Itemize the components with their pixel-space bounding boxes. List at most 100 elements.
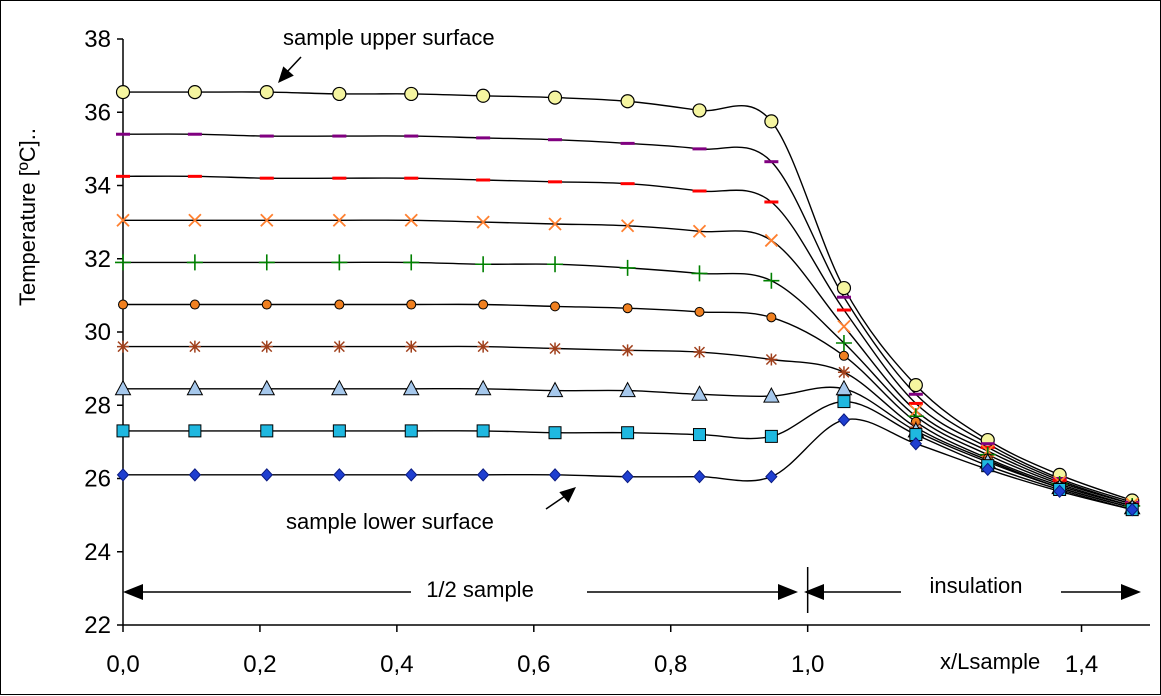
data-point-circle	[620, 94, 635, 109]
data-point-dot	[622, 303, 633, 314]
data-point-square	[404, 424, 418, 438]
data-point-diamond	[765, 469, 778, 484]
data-point-triangle	[691, 385, 708, 401]
data-point-diamond	[260, 468, 273, 482]
data-point-triangle	[186, 379, 204, 396]
data-point-diamond	[333, 468, 346, 482]
annotations	[123, 56, 1141, 613]
lower-surface-arrow-head	[559, 487, 576, 503]
data-point-square	[116, 424, 130, 438]
data-point-plus	[691, 265, 708, 282]
data-point-square	[260, 424, 274, 438]
data-point-star	[405, 340, 418, 353]
data-point-plus	[331, 254, 348, 271]
data-point-square	[621, 426, 635, 440]
data-point-diamond	[116, 468, 130, 482]
data-point-x	[476, 215, 490, 229]
upper-surface-arrow-shaft	[285, 56, 302, 74]
x-tick-label: 0,0	[106, 651, 139, 678]
data-point-star	[621, 344, 634, 357]
data-point-diamond	[476, 468, 490, 482]
data-point-circle	[836, 280, 852, 296]
data-point-star	[477, 340, 490, 353]
lower-surface-arrow-shaft	[545, 495, 566, 510]
data-point-diamond	[621, 469, 634, 484]
data-point-plus	[619, 259, 636, 276]
data-point-plus	[835, 334, 852, 351]
data-point-triangle	[114, 379, 132, 396]
y-tick-label: 26	[84, 466, 111, 493]
data-point-diamond	[837, 413, 851, 427]
data-point-circle	[332, 86, 347, 102]
annotation-lower-surface: sample lower surface	[286, 509, 494, 534]
data-point-x	[692, 224, 707, 238]
x-tick-label: 0,6	[517, 651, 550, 678]
data-point-dot	[406, 299, 417, 310]
data-point-triangle	[763, 387, 780, 403]
insulation-arrow-left	[804, 584, 824, 600]
data-point-dot	[261, 299, 272, 310]
data-point-x	[837, 319, 851, 334]
data-point-dot	[478, 299, 489, 310]
y-tick-label: 24	[84, 539, 111, 566]
upper-surface-arrow-head	[278, 66, 294, 83]
annotation-half-sample: 1/2 sample	[426, 577, 534, 602]
data-point-diamond	[981, 462, 994, 477]
data-point-x	[116, 213, 130, 227]
data-point-dot	[766, 312, 777, 323]
series-line-4	[123, 219, 1133, 505]
data-point-dot	[550, 301, 561, 312]
data-point-square	[188, 424, 202, 438]
data-point-star	[333, 340, 346, 353]
data-point-circle	[259, 85, 274, 100]
data-point-circle	[547, 90, 563, 105]
data-point-circle	[908, 378, 923, 393]
y-tick-label: 36	[84, 99, 111, 126]
series-line-3	[122, 175, 1133, 505]
data-point-star	[117, 340, 129, 353]
y-tick-label: 28	[84, 392, 111, 419]
data-point-triangle	[546, 381, 564, 398]
data-point-circle	[115, 85, 131, 100]
data-point-square	[548, 426, 562, 440]
x-tick-label: 1,0	[791, 651, 824, 678]
data-point-circle	[476, 88, 491, 103]
data-point-triangle	[474, 379, 492, 396]
data-point-star	[260, 340, 273, 353]
data-point-dot	[118, 299, 128, 310]
data-point-diamond	[1126, 502, 1139, 517]
y-tick-label: 30	[84, 319, 111, 346]
data-point-square	[332, 424, 346, 438]
x-tick-label: 0,4	[380, 651, 413, 678]
series-markers	[114, 85, 1141, 517]
data-point-triangle	[402, 379, 420, 396]
x-tick-label: 1,4	[1065, 651, 1098, 678]
data-point-diamond	[909, 436, 923, 451]
data-point-x	[260, 213, 274, 227]
data-point-plus	[763, 272, 780, 289]
data-point-circle	[692, 103, 707, 118]
data-point-square	[837, 395, 851, 409]
data-point-star	[188, 340, 201, 353]
insulation-arrow-right	[1121, 584, 1141, 600]
data-point-x	[764, 233, 779, 248]
x-axis-title: x/Lsample	[940, 649, 1040, 674]
data-point-dot	[838, 350, 849, 361]
data-point-x	[332, 213, 346, 227]
annotation-upper-surface: sample upper surface	[283, 25, 495, 50]
data-point-x	[620, 219, 635, 233]
data-point-star	[549, 342, 562, 355]
x-tick-label: 0,2	[243, 651, 276, 678]
annotation-insulation: insulation	[930, 573, 1023, 598]
data-point-circle	[404, 86, 419, 102]
data-point-dot	[334, 299, 345, 310]
data-point-triangle	[619, 381, 636, 398]
series-line-1	[122, 91, 1133, 502]
axes: 22 24 26 28 30 32 34 36 38 0,0 0,2 0,4 0,6 0,8 1,0 1,4	[84, 26, 1150, 678]
y-tick-label: 34	[84, 173, 111, 200]
data-point-diamond	[548, 468, 562, 482]
y-tick-label: 32	[84, 246, 111, 273]
data-point-triangle	[331, 379, 348, 396]
y-tick-label: 38	[84, 26, 111, 53]
